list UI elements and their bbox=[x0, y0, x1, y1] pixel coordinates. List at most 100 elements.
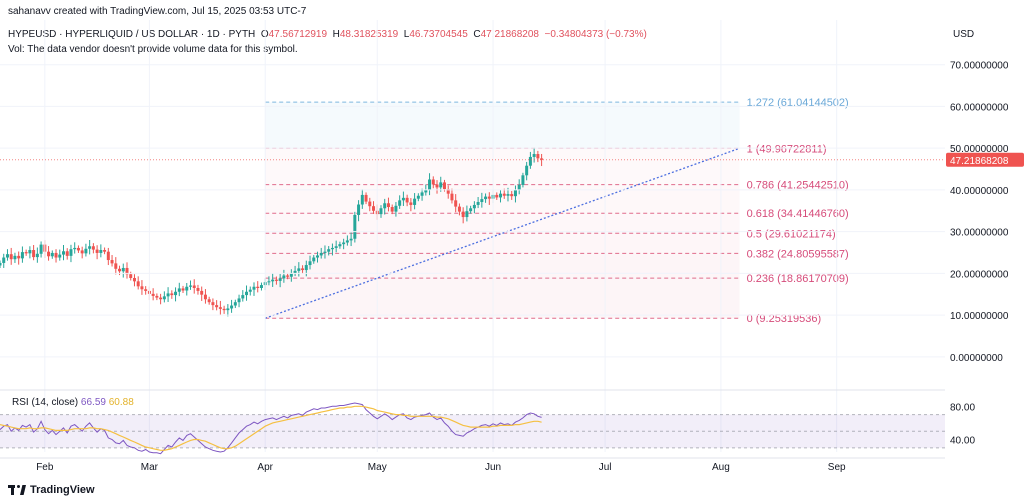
candle-body bbox=[431, 179, 435, 185]
fib-level-label: 1 (49.96722811) bbox=[747, 143, 827, 155]
time-tick-label: May bbox=[368, 462, 387, 473]
candle-body bbox=[226, 308, 230, 311]
attribution-text: sahanavv created with TradingView.com, J… bbox=[8, 6, 307, 17]
candle-body bbox=[457, 206, 461, 212]
time-tick-label: Mar bbox=[141, 462, 159, 473]
fib-zone bbox=[265, 253, 740, 279]
candle-body bbox=[174, 291, 178, 296]
candle-body bbox=[181, 288, 185, 291]
candle-body bbox=[95, 249, 99, 253]
candle-body bbox=[118, 268, 122, 272]
candle-body bbox=[450, 193, 454, 201]
candle-body bbox=[446, 189, 450, 194]
candle-body bbox=[502, 193, 506, 196]
candle-body bbox=[159, 297, 163, 300]
candle-body bbox=[461, 211, 465, 218]
candle-body bbox=[330, 247, 334, 250]
candle-body bbox=[274, 279, 278, 281]
candle-body bbox=[480, 199, 484, 203]
open-value: 47.56712919 bbox=[268, 29, 328, 40]
candle-body bbox=[372, 206, 376, 211]
candle-body bbox=[420, 192, 424, 196]
candle-body bbox=[454, 200, 458, 207]
candle-body bbox=[338, 244, 342, 247]
candle-body bbox=[241, 295, 245, 299]
fib-retracement[interactable]: 1.272 (61.04144502) 1 (49.96722811) 0.786 … bbox=[265, 97, 849, 325]
candle-body bbox=[532, 154, 536, 157]
candle-body bbox=[54, 252, 58, 258]
candle-body bbox=[278, 278, 282, 281]
candle-body bbox=[469, 208, 473, 212]
candle-body bbox=[487, 196, 491, 199]
candle-body bbox=[327, 249, 331, 252]
candle-body bbox=[215, 305, 219, 308]
currency-label: USD bbox=[953, 29, 975, 40]
price-tick-label: 10.00000000 bbox=[950, 311, 1009, 322]
candle-body bbox=[9, 254, 13, 260]
fib-level-label: 0.5 (29.61021174) bbox=[747, 228, 836, 240]
rsi-title: RSI (14, close) bbox=[12, 397, 79, 408]
candle-body bbox=[424, 189, 428, 193]
price-axis[interactable]: 0.00000000 10.00000000 20.00000000 30.00000… bbox=[0, 20, 1024, 452]
candle-body bbox=[301, 268, 305, 271]
high-label: H bbox=[332, 29, 340, 40]
candle-body bbox=[510, 194, 514, 197]
candle-body bbox=[428, 179, 432, 190]
candle-body bbox=[188, 285, 192, 287]
candle-body bbox=[394, 205, 398, 212]
candle-body bbox=[401, 197, 405, 201]
price-tick-label: 70.00000000 bbox=[950, 61, 1009, 72]
candle-body bbox=[383, 203, 387, 209]
candle-body bbox=[91, 246, 95, 250]
candle-body bbox=[88, 246, 92, 249]
fib-level-label: 0.618 (34.41446760) bbox=[747, 208, 849, 220]
rsi-pane[interactable]: 40.00 80.00 bbox=[0, 389, 975, 455]
fib-zone bbox=[265, 184, 740, 214]
candle-body bbox=[76, 247, 80, 251]
candle-body bbox=[218, 307, 222, 309]
time-tick-label: Jul bbox=[599, 462, 612, 473]
candle-body bbox=[35, 253, 39, 258]
fib-zone bbox=[265, 233, 740, 254]
candle-body bbox=[484, 196, 488, 200]
candle-body bbox=[256, 286, 260, 288]
last-price-tag bbox=[946, 152, 1024, 167]
close-value: 47.21868208 bbox=[480, 29, 539, 40]
fib-level-label: 1.272 (61.04144502) bbox=[747, 97, 849, 109]
price-tick-label: 50.00000000 bbox=[950, 144, 1009, 155]
fib-level-label: 0.382 (24.80595587) bbox=[747, 248, 849, 260]
volume-note: Vol: The data vendor doesn't provide vol… bbox=[8, 44, 298, 55]
candle-body bbox=[439, 182, 443, 188]
low-label: L bbox=[403, 29, 410, 40]
candle-body bbox=[80, 250, 84, 254]
candle-body bbox=[517, 184, 521, 190]
price-tick-label: 60.00000000 bbox=[950, 102, 1009, 113]
candle-body bbox=[353, 214, 357, 239]
candle-body bbox=[323, 251, 327, 253]
candle-body bbox=[282, 275, 286, 279]
candle-body bbox=[32, 250, 36, 258]
candle-body bbox=[364, 194, 368, 202]
candle-body bbox=[162, 296, 166, 300]
candle-body bbox=[103, 250, 107, 252]
time-axis[interactable]: Feb Mar Apr May Jun Jul Aug Sep bbox=[0, 457, 945, 473]
candle-body bbox=[525, 165, 529, 176]
price-tick-label: 0.00000000 bbox=[950, 353, 1003, 364]
candle-body bbox=[390, 207, 394, 212]
rsi-ma-value: 60.88 bbox=[108, 397, 134, 408]
tradingview-footer: TradingView bbox=[8, 484, 95, 496]
candle-body bbox=[24, 252, 28, 254]
candle-body bbox=[140, 286, 144, 290]
candle-body bbox=[513, 189, 517, 197]
candle-body bbox=[203, 294, 207, 300]
candle-body bbox=[521, 175, 525, 185]
candle-body bbox=[435, 184, 439, 188]
candle-body bbox=[386, 203, 390, 208]
candle-body bbox=[125, 267, 129, 275]
candle-body bbox=[196, 288, 200, 291]
footer-brand: TradingView bbox=[30, 484, 95, 496]
rsi-tick-label: 40.00 bbox=[950, 436, 975, 447]
candle-body bbox=[271, 279, 275, 282]
candle-body bbox=[315, 255, 319, 258]
